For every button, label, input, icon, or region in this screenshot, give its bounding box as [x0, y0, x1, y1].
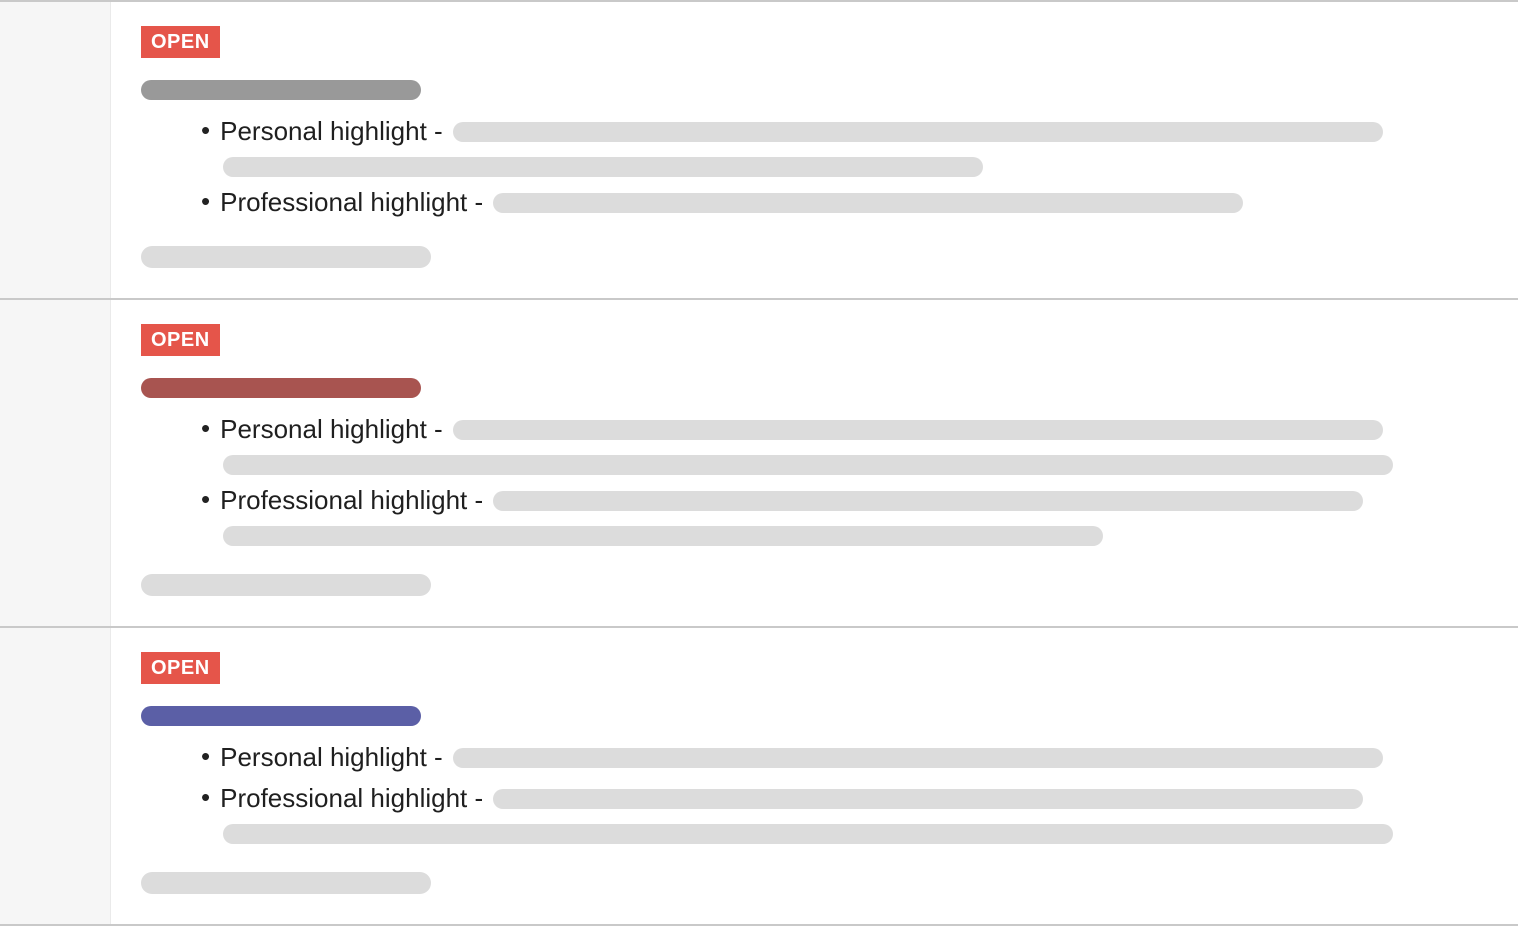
bullet-item: • Professional highlight - [201, 187, 1488, 218]
status-badge: OPEN [141, 324, 220, 356]
bullet-list: • Personal highlight - • Professional highl… [141, 414, 1488, 546]
bullet-item: • Professional highlight - [201, 783, 1488, 814]
row-gutter [0, 300, 111, 626]
bullet-continuation [223, 455, 1488, 475]
footer-skeleton [141, 246, 431, 268]
text-skeleton [223, 824, 1393, 844]
text-skeleton [493, 789, 1363, 809]
row-content: OPEN • Personal highlight - • Professional h… [111, 628, 1518, 924]
text-skeleton [223, 157, 983, 177]
status-badge: OPEN [141, 26, 220, 58]
text-skeleton [453, 748, 1383, 768]
text-skeleton [493, 193, 1243, 213]
title-skeleton [141, 80, 421, 100]
text-skeleton [493, 491, 1363, 511]
footer-skeleton [141, 574, 431, 596]
bullet-label: Professional highlight - [220, 187, 483, 218]
bullet-item: • Professional highlight - [201, 485, 1488, 516]
bullet-dot-icon: • [201, 415, 210, 441]
row-gutter [0, 2, 111, 298]
row-content: OPEN • Personal highlight - • Professional h… [111, 300, 1518, 626]
bullet-dot-icon: • [201, 743, 210, 769]
text-skeleton [223, 526, 1103, 546]
bullet-continuation [223, 157, 1488, 177]
bullet-dot-icon: • [201, 188, 210, 214]
bullet-list: • Personal highlight - • Professional highl… [141, 116, 1488, 218]
bullet-item: • Personal highlight - [201, 116, 1488, 147]
row-gutter [0, 628, 111, 924]
bullet-dot-icon: • [201, 117, 210, 143]
bullet-item: • Personal highlight - [201, 742, 1488, 773]
bullet-label: Professional highlight - [220, 485, 483, 516]
title-skeleton [141, 378, 421, 398]
list-row: OPEN • Personal highlight - • Professional h… [0, 298, 1518, 626]
text-skeleton [453, 122, 1383, 142]
text-skeleton [453, 420, 1383, 440]
list-row: OPEN • Personal highlight - • Professional h… [0, 0, 1518, 298]
text-skeleton [223, 455, 1393, 475]
footer-skeleton [141, 872, 431, 894]
bullet-label: Personal highlight - [220, 414, 443, 445]
bullet-dot-icon: • [201, 486, 210, 512]
list-row: OPEN • Personal highlight - • Professional h… [0, 626, 1518, 926]
bullet-item: • Personal highlight - [201, 414, 1488, 445]
title-skeleton [141, 706, 421, 726]
bullet-continuation [223, 526, 1488, 546]
bullet-label: Personal highlight - [220, 742, 443, 773]
bullet-list: • Personal highlight - • Professional highl… [141, 742, 1488, 844]
bullet-label: Professional highlight - [220, 783, 483, 814]
row-content: OPEN • Personal highlight - • Professional h… [111, 2, 1518, 298]
bullet-continuation [223, 824, 1488, 844]
status-badge: OPEN [141, 652, 220, 684]
bullet-dot-icon: • [201, 784, 210, 810]
bullet-label: Personal highlight - [220, 116, 443, 147]
